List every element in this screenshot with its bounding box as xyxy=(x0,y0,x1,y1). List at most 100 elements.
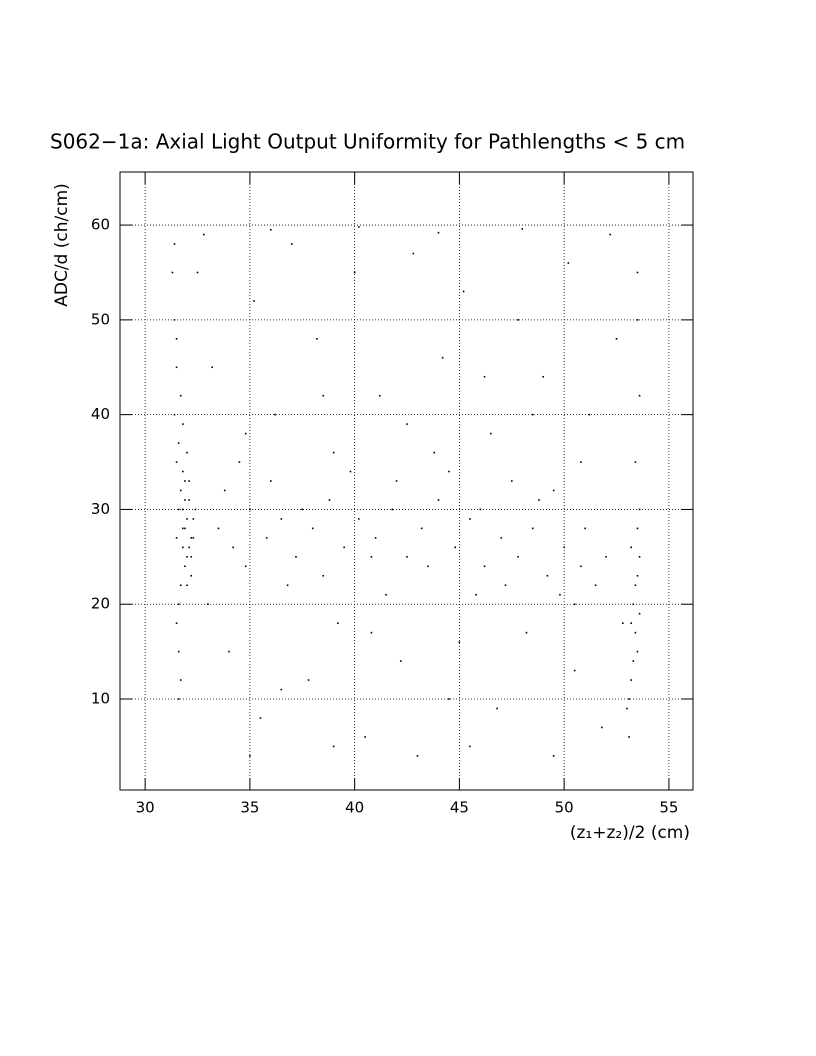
point xyxy=(406,423,408,425)
y-tick-label: 10 xyxy=(91,690,110,708)
point xyxy=(295,556,297,558)
point xyxy=(207,603,209,606)
x-tick-label: 55 xyxy=(659,799,678,817)
y-tick-label: 30 xyxy=(91,500,110,518)
point xyxy=(188,480,190,482)
point xyxy=(567,262,570,264)
point xyxy=(546,574,549,577)
point xyxy=(630,622,632,624)
point xyxy=(307,679,310,681)
point xyxy=(175,338,178,340)
point xyxy=(483,375,486,378)
point xyxy=(636,527,639,530)
point xyxy=(186,556,188,558)
point xyxy=(223,489,226,492)
point xyxy=(349,470,352,473)
point xyxy=(290,243,293,245)
point xyxy=(188,546,190,549)
point xyxy=(517,319,519,321)
plot-frame xyxy=(119,171,694,791)
point xyxy=(542,375,545,378)
point xyxy=(253,300,255,302)
point xyxy=(412,252,415,255)
point xyxy=(173,319,176,321)
point xyxy=(636,574,639,577)
point xyxy=(588,413,591,416)
point xyxy=(580,461,582,463)
point xyxy=(265,537,268,539)
point xyxy=(175,461,178,463)
point xyxy=(462,290,465,293)
point xyxy=(175,366,178,369)
point xyxy=(182,423,184,425)
point xyxy=(173,413,176,416)
point xyxy=(626,707,628,710)
point xyxy=(510,480,513,482)
point xyxy=(490,432,492,435)
point xyxy=(559,593,561,596)
point xyxy=(259,717,262,719)
point xyxy=(601,726,603,729)
point xyxy=(280,518,283,520)
point xyxy=(270,480,272,482)
point xyxy=(420,527,423,530)
point xyxy=(328,499,331,501)
point xyxy=(177,603,180,606)
point xyxy=(638,612,641,615)
point xyxy=(563,546,565,549)
point xyxy=(525,631,528,634)
point xyxy=(280,688,283,691)
point xyxy=(504,584,507,587)
point xyxy=(573,603,576,606)
point xyxy=(182,546,184,549)
point xyxy=(249,755,251,757)
x-tick-label: 50 xyxy=(555,799,574,817)
point xyxy=(391,508,394,511)
point xyxy=(182,508,184,511)
point xyxy=(552,755,555,757)
point xyxy=(638,508,641,511)
point xyxy=(399,660,402,662)
point xyxy=(552,489,555,492)
point xyxy=(628,698,630,700)
point xyxy=(179,584,182,587)
point xyxy=(173,243,176,245)
point xyxy=(437,499,440,501)
point xyxy=(171,271,174,274)
point xyxy=(196,271,199,274)
point xyxy=(274,413,276,416)
point xyxy=(353,271,356,274)
point xyxy=(433,451,436,454)
point xyxy=(615,338,618,340)
point xyxy=(531,413,534,416)
point xyxy=(448,470,450,473)
point xyxy=(322,574,325,577)
point xyxy=(573,669,576,672)
x-tick-label: 40 xyxy=(345,799,364,817)
point xyxy=(203,233,205,236)
point xyxy=(177,442,180,444)
point xyxy=(270,229,272,231)
point xyxy=(286,584,289,587)
point xyxy=(630,546,632,549)
point xyxy=(177,508,180,511)
point xyxy=(370,631,373,634)
point xyxy=(437,231,440,234)
point xyxy=(374,537,377,539)
point xyxy=(521,228,524,230)
point xyxy=(184,565,186,568)
point xyxy=(458,641,461,643)
point xyxy=(249,508,251,511)
point xyxy=(475,593,477,596)
x-axis-label: (z₁+z₂)/2 (cm) xyxy=(570,823,690,843)
point xyxy=(448,698,450,700)
point xyxy=(636,650,639,653)
point xyxy=(580,565,582,568)
point xyxy=(517,556,519,558)
point xyxy=(179,394,182,397)
y-tick-label: 60 xyxy=(91,216,110,234)
point xyxy=(622,622,624,624)
point xyxy=(322,394,325,397)
point xyxy=(416,755,419,757)
